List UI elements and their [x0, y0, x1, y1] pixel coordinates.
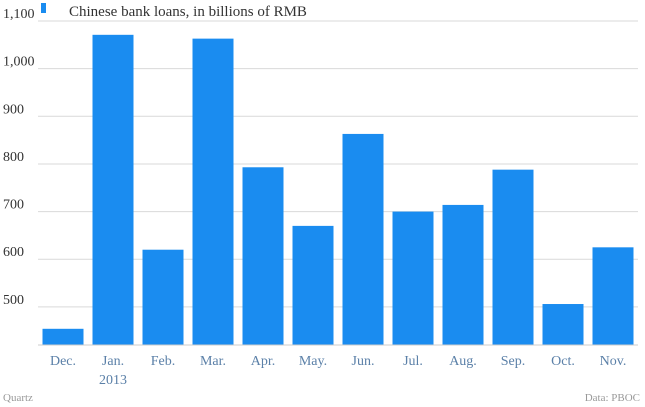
x-tick-label: Aug. [449, 354, 477, 369]
bar [342, 133, 384, 345]
x-tick-label: Jul. [403, 354, 423, 369]
bar [442, 204, 484, 345]
bar [592, 247, 634, 345]
x-tick-label: Mar. [200, 354, 226, 369]
bars [42, 34, 634, 345]
x-axis-ticks: Dec. Jan. 2013 Feb. Mar. Apr. May. Jun. Jul. Aug.… [50, 354, 626, 388]
bar [542, 304, 584, 345]
x-tick-label: Dec. [50, 354, 76, 369]
y-tick-label: 1,000 [3, 55, 35, 70]
x-tick-label: May. [299, 354, 327, 369]
bar [192, 38, 234, 345]
bar [242, 167, 284, 345]
x-tick-label: Jun. [352, 354, 375, 369]
y-tick-label: 800 [3, 150, 24, 165]
y-tick-label: 1,100 [3, 7, 35, 22]
x-tick-label: Oct. [551, 354, 575, 369]
x-tick-label: Sep. [501, 354, 526, 369]
y-tick-label: 600 [3, 245, 24, 260]
bar [142, 249, 184, 345]
legend: Chinese bank loans, in billions of RMB [41, 3, 307, 20]
x-tick-label: Feb. [151, 354, 176, 369]
x-tick-label: Jan. [102, 354, 124, 369]
gridlines [38, 20, 638, 308]
source-label: Quartz [3, 392, 33, 404]
y-tick-label: 900 [3, 102, 24, 117]
data-credit: Data: PBOC [585, 392, 640, 404]
bar [92, 34, 134, 345]
x-tick-sublabel: 2013 [99, 373, 127, 388]
y-axis-ticks: 500 600 700 800 900 1,000 1,100 [3, 7, 35, 308]
bar [292, 225, 334, 345]
bar [492, 169, 534, 345]
y-tick-label: 700 [3, 198, 24, 213]
bar [392, 211, 434, 345]
bar [42, 328, 84, 345]
x-tick-label: Nov. [600, 354, 627, 369]
y-tick-label: 500 [3, 293, 24, 308]
x-tick-label: Apr. [251, 354, 276, 369]
legend-label: Chinese bank loans, in billions of RMB [69, 4, 307, 20]
legend-swatch [41, 3, 46, 13]
